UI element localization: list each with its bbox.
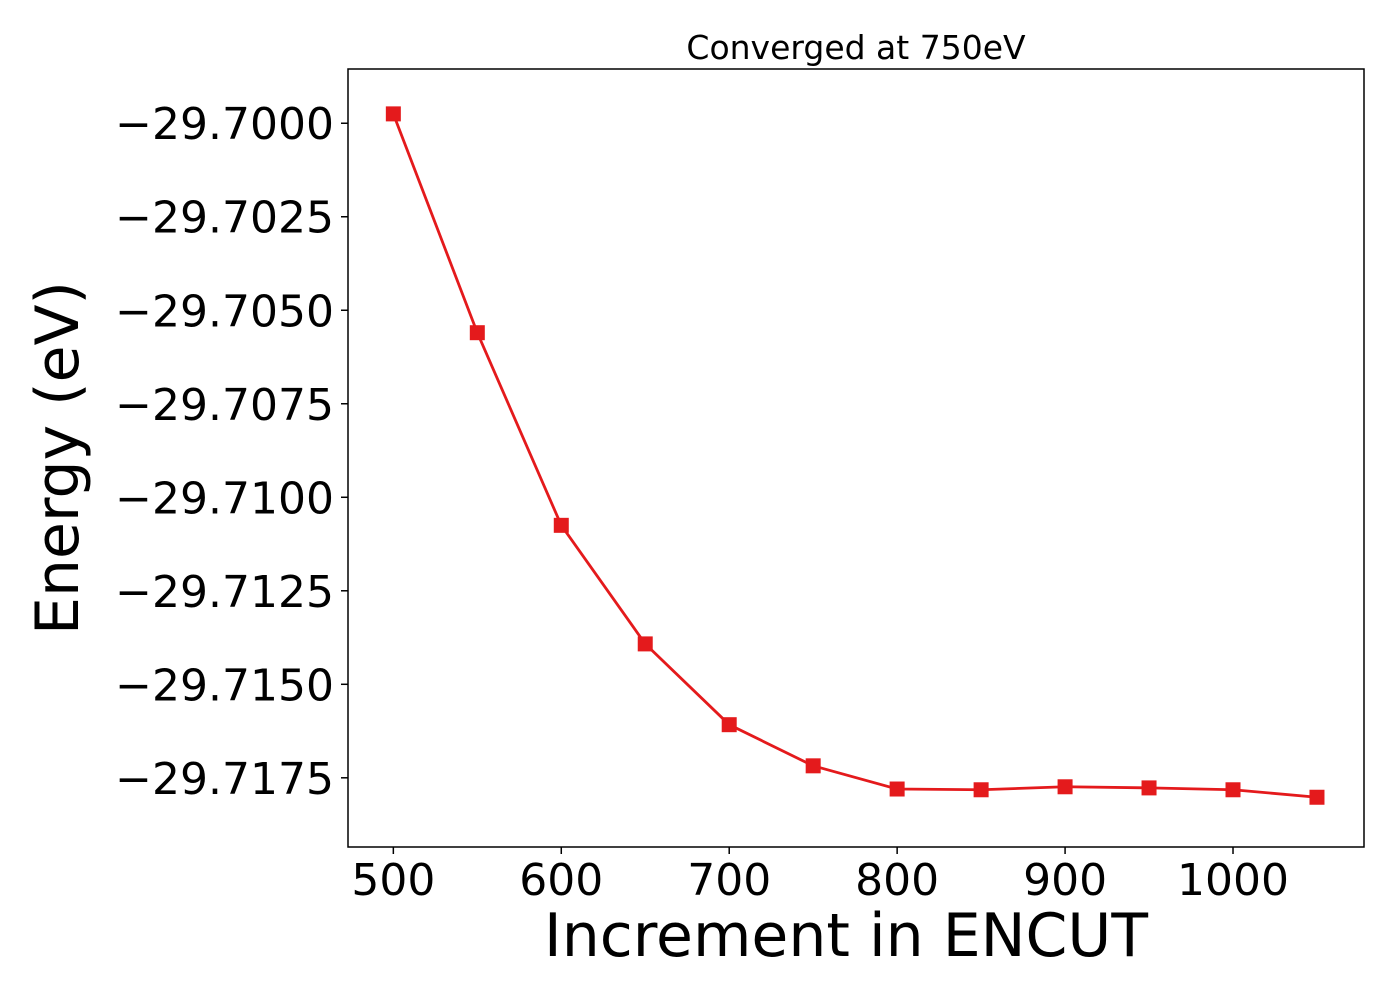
data-point-marker bbox=[1225, 782, 1241, 798]
x-tick-label: 600 bbox=[519, 855, 603, 906]
y-tick-label: −29.7025 bbox=[115, 193, 334, 244]
y-tick-label: −29.7100 bbox=[115, 473, 334, 524]
data-point-marker bbox=[1057, 779, 1073, 795]
x-tick-label: 700 bbox=[687, 855, 771, 906]
data-point-marker bbox=[637, 636, 653, 652]
y-tick-label: −29.7125 bbox=[115, 567, 334, 618]
y-tick-label: −29.7000 bbox=[115, 99, 334, 150]
x-tick-label: 500 bbox=[351, 855, 435, 906]
y-axis-title: Energy (eV) bbox=[23, 281, 93, 635]
plot-frame bbox=[347, 68, 1365, 848]
data-point-marker bbox=[1141, 780, 1157, 796]
x-tick-label: 1000 bbox=[1177, 855, 1289, 906]
x-axis-title: Increment in ENCUT bbox=[544, 901, 1148, 971]
data-point-marker bbox=[889, 781, 905, 797]
y-tick-label: −29.7075 bbox=[115, 380, 334, 431]
y-tick-label: −29.7175 bbox=[115, 754, 334, 805]
axis-ticks: 500 600 700 800 900 1000 −29.7000 −29.7025 −29.7… bbox=[115, 99, 1289, 906]
y-tick-label: −29.7150 bbox=[115, 660, 334, 711]
x-tick-label: 900 bbox=[1023, 855, 1107, 906]
series-layer bbox=[385, 106, 1325, 805]
data-point-marker bbox=[805, 758, 821, 774]
series-line bbox=[392, 113, 1318, 799]
x-tick-label: 800 bbox=[855, 855, 939, 906]
data-point-marker bbox=[973, 782, 989, 798]
data-point-marker bbox=[385, 106, 401, 122]
data-point-marker bbox=[469, 325, 485, 341]
data-point-marker bbox=[1309, 789, 1325, 805]
y-tick-label: −29.7050 bbox=[115, 286, 334, 337]
data-point-marker bbox=[721, 717, 737, 733]
chart-title: Converged at 750eV bbox=[686, 28, 1026, 67]
data-point-marker bbox=[553, 517, 569, 533]
